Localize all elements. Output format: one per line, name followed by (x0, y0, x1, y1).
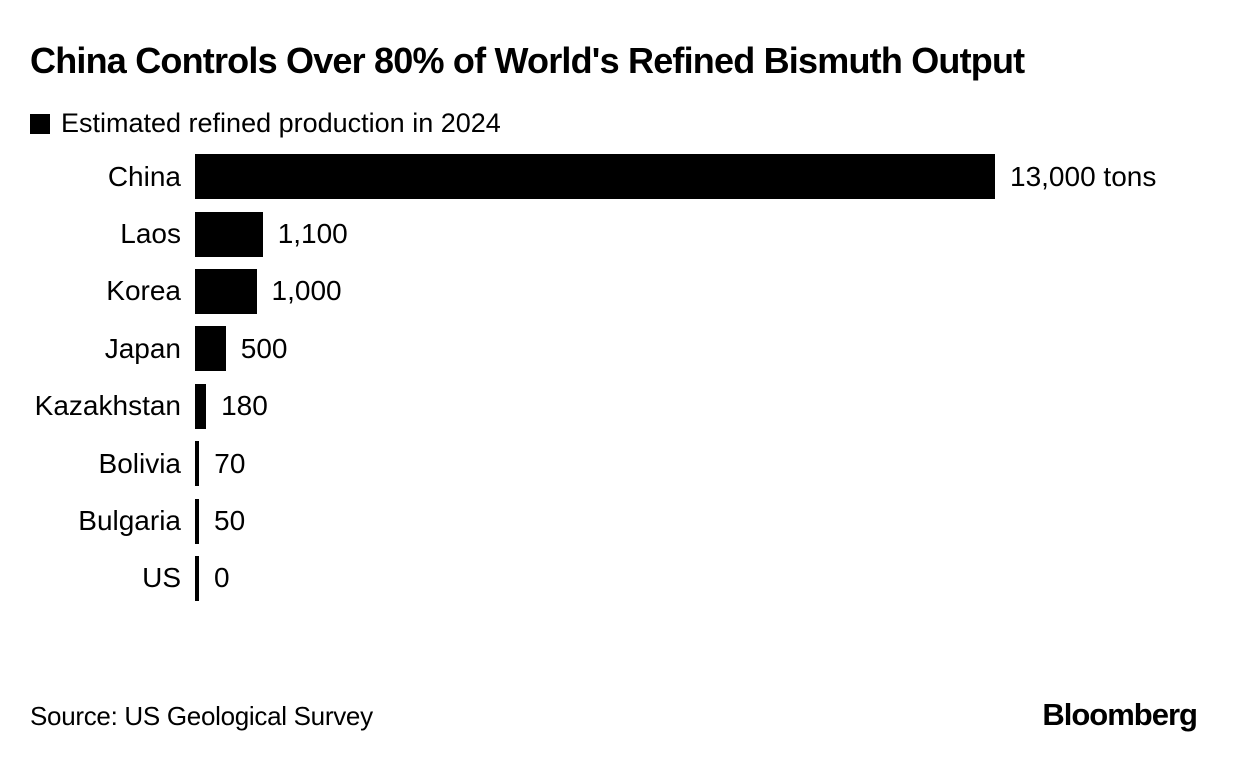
source-note: Source: US Geological Survey (30, 701, 373, 731)
category-label: Japan (104, 332, 181, 364)
bar (195, 555, 199, 601)
category-label: Korea (106, 275, 181, 307)
chart-title: China Controls Over 80% of World's Refin… (30, 40, 1025, 81)
bar-row: Kazakhstan 180 (30, 378, 1216, 435)
value-label: 180 (221, 390, 268, 422)
bar-area: 0 (195, 555, 1216, 601)
value-label: 1,000 (271, 275, 342, 307)
bar (195, 268, 257, 314)
bar (195, 383, 207, 429)
bar-row: Laos 1,100 (30, 205, 1216, 262)
category-label: Laos (120, 218, 181, 250)
bar-row: Bulgaria 50 (30, 492, 1216, 549)
bar-row: Bolivia 70 (30, 435, 1216, 492)
legend-swatch-icon (30, 113, 50, 134)
value-label: 0 (214, 562, 230, 594)
bar-area: 500 (195, 326, 1216, 372)
bar-row: Korea 1,000 (30, 263, 1216, 320)
bar (195, 211, 263, 257)
category-label: China (107, 160, 181, 192)
value-label: 50 (214, 505, 246, 537)
value-label: 13,000 tons (1010, 160, 1157, 192)
bloomberg-logo: Bloomberg (1042, 697, 1198, 732)
category-label: Bulgaria (78, 505, 181, 537)
bar-area: 70 (195, 441, 1216, 487)
bar-area: 1,100 (195, 211, 1216, 257)
bar-row: US 0 (30, 550, 1216, 607)
bar-chart: China 13,000 tons Laos 1,100 Korea 1,000… (30, 148, 1216, 607)
category-label: Bolivia (98, 447, 181, 479)
legend: Estimated refined production in 2024 (30, 110, 501, 137)
legend-label: Estimated refined production in 2024 (61, 108, 501, 138)
bar (195, 498, 199, 544)
value-label: 1,100 (277, 218, 348, 250)
value-label: 70 (214, 447, 246, 479)
bar-area: 50 (195, 498, 1216, 544)
bar-area: 13,000 tons (195, 154, 1216, 200)
bar (195, 326, 226, 372)
category-label: US (142, 562, 181, 594)
bar-row: China 13,000 tons (30, 148, 1216, 205)
category-label: Kazakhstan (34, 390, 181, 422)
bar (195, 441, 200, 487)
bar-row: Japan 500 (30, 320, 1216, 377)
bar-area: 1,000 (195, 268, 1216, 314)
bar-area: 180 (195, 383, 1216, 429)
bar (195, 154, 995, 200)
value-label: 500 (240, 332, 288, 364)
footer: Source: US Geological Survey Bloomberg (30, 697, 1198, 733)
